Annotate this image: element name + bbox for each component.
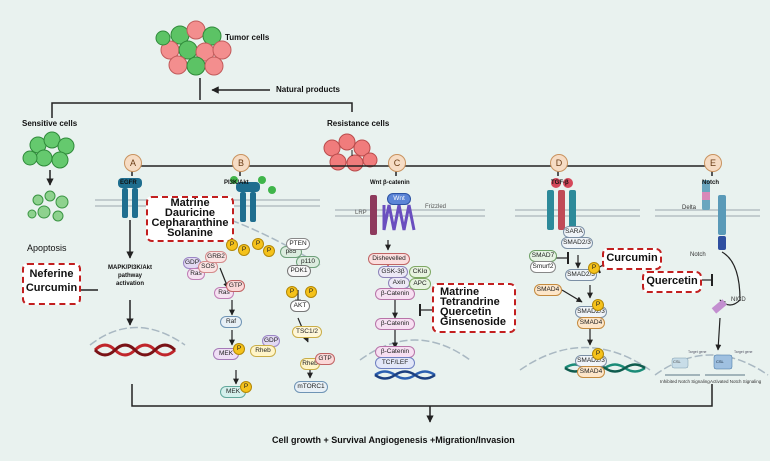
csl-2: CSL bbox=[716, 359, 724, 364]
phospho-4: P bbox=[263, 245, 275, 257]
phospho-3: P bbox=[252, 238, 264, 250]
notch-gene-boxes bbox=[665, 354, 745, 376]
product-quercetin-c: Quercetin bbox=[440, 306, 492, 318]
egfr-receptor bbox=[118, 178, 142, 218]
resistance-cells-label: Resistance cells bbox=[327, 119, 390, 128]
mek2-b: MEK bbox=[220, 386, 246, 398]
sensitive-cells-label: Sensitive cells bbox=[22, 119, 78, 128]
smurf2: Smurf2 bbox=[530, 261, 556, 273]
phospho-mek2: P bbox=[240, 381, 252, 393]
panel-d-badge: D bbox=[550, 154, 568, 172]
notch-side-label: Notch bbox=[690, 252, 706, 258]
tumor-cells-image bbox=[155, 20, 232, 76]
tgf-beta-receptor bbox=[547, 178, 576, 230]
frizzled-receptor bbox=[370, 195, 416, 235]
notch-receptor bbox=[702, 180, 726, 250]
wnt-ligand: Wnt bbox=[387, 193, 411, 205]
beta-catenin-1: β-Catenin bbox=[375, 288, 415, 300]
phospho-smad-c: P bbox=[592, 299, 604, 311]
tgf-beta-label: TGF-β bbox=[551, 180, 569, 186]
product-box-d bbox=[602, 248, 662, 270]
phospho-akt2: P bbox=[305, 286, 317, 298]
product-quercetin-e: Quercetin bbox=[646, 275, 698, 287]
product-cepharanthine: Cepharanthine bbox=[151, 217, 229, 229]
phospho-1: P bbox=[226, 239, 238, 251]
resistance-cells-image bbox=[323, 133, 378, 172]
akt-b: AKT bbox=[290, 300, 310, 312]
pi3k-receptor bbox=[230, 176, 276, 222]
activated-notch-label: Activated Notch Signaling bbox=[710, 379, 762, 384]
target-gene-2: Target gene bbox=[734, 350, 753, 354]
raf-b: Raf bbox=[220, 316, 242, 328]
beta-catenin-2: β-Catenin bbox=[375, 318, 415, 330]
product-box-a bbox=[22, 263, 81, 305]
wnt-label: Wnt β-catenin bbox=[370, 180, 410, 186]
product-curcumin-d: Curcumin bbox=[606, 252, 658, 264]
rheb-b: Rheb bbox=[250, 345, 276, 357]
gtp-b: GTP bbox=[226, 280, 245, 292]
apc: APC bbox=[409, 278, 431, 290]
nicd-fragment bbox=[711, 299, 727, 314]
smad4-c: SMAD4 bbox=[577, 366, 605, 378]
mtorc1-b: mTORC1 bbox=[294, 381, 328, 393]
gtp2-b: GTP bbox=[315, 353, 335, 365]
ckia: CKIα bbox=[409, 266, 431, 278]
smad4-b: SMAD4 bbox=[577, 317, 605, 329]
product-tetrandrine: Tetrandrine bbox=[440, 296, 500, 308]
product-box-e bbox=[642, 271, 702, 293]
nicd-label: NICD bbox=[731, 297, 746, 303]
smad23-a: SMAD2/3 bbox=[561, 237, 593, 249]
panel-c-badge: C bbox=[388, 154, 406, 172]
product-neferine: Neferine bbox=[29, 268, 74, 280]
dna-helix-a bbox=[93, 343, 177, 357]
target-gene-1: Target gene bbox=[688, 350, 707, 354]
tsc-b: TSC1/2 bbox=[292, 326, 322, 338]
product-solanine: Solanine bbox=[167, 227, 213, 239]
smad7: SMAD7 bbox=[529, 250, 557, 262]
product-box-c bbox=[432, 283, 516, 333]
pathway-activation-label: MAPK/PI3K/Akt pathway activation bbox=[107, 265, 152, 287]
delta-label: Delta bbox=[682, 205, 697, 211]
grb2-b: GRB2 bbox=[205, 251, 227, 263]
outcome-label: Cell growth + Survival Angiogenesis +Mig… bbox=[272, 435, 515, 445]
nuclear-envelopes bbox=[89, 326, 769, 376]
frizzled-label: Frizzled bbox=[425, 204, 447, 210]
phospho-mek1: P bbox=[233, 343, 245, 355]
phospho-2: P bbox=[238, 244, 250, 256]
product-matrine-b: Matrine bbox=[170, 197, 210, 209]
pi3k-akt-label: PI3K/Akt bbox=[224, 180, 249, 186]
inhibited-notch-label: Inhibited Notch Signaling bbox=[660, 379, 710, 384]
pten-b: PTEN bbox=[286, 238, 310, 250]
tumor-cells-label: Tumor cells bbox=[225, 33, 270, 42]
product-dauricine: Dauricine bbox=[164, 207, 216, 219]
phospho-akt1: P bbox=[286, 286, 298, 298]
csl-1: CSL bbox=[673, 359, 681, 364]
natural-products-label: Natural products bbox=[276, 85, 341, 94]
apoptosis-label: Apoptosis bbox=[27, 243, 67, 253]
egfr-label: EGFR bbox=[120, 180, 137, 186]
phospho-smad-d: P bbox=[592, 348, 604, 360]
apoptotic-cells-image bbox=[27, 190, 69, 222]
product-curcumin-a: Curcumin bbox=[25, 282, 78, 294]
product-box-b bbox=[146, 196, 234, 242]
sensitive-cells-image bbox=[22, 131, 75, 169]
panel-b-badge: B bbox=[232, 154, 250, 172]
notch-label: Notch bbox=[702, 180, 719, 186]
product-ginsenoside: Ginsenoside bbox=[440, 316, 507, 328]
panel-e-badge: E bbox=[704, 154, 722, 172]
dishevelled: Dishevelled bbox=[368, 253, 410, 265]
smad4-a: SMAD4 bbox=[534, 284, 562, 296]
product-matrine-c: Matrine bbox=[440, 286, 480, 298]
tcf-lef: TCF/LEF bbox=[375, 357, 415, 369]
pdk1-b: PDK1 bbox=[287, 265, 311, 277]
phospho-smad-b: P bbox=[588, 262, 600, 274]
panel-a-badge: A bbox=[124, 154, 142, 172]
lrp-label: LRP bbox=[355, 210, 367, 216]
